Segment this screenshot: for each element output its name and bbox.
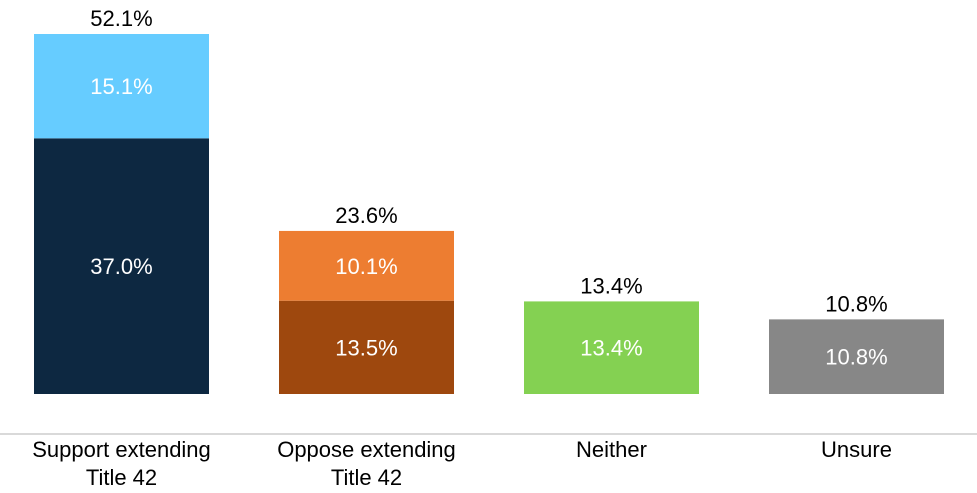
category-label: Neither xyxy=(576,437,647,462)
segment-value-label: 10.1% xyxy=(335,254,397,279)
category-label: Oppose extending xyxy=(277,437,456,462)
category-label: Support extending xyxy=(32,437,211,462)
bar-total-label: 52.1% xyxy=(90,6,152,31)
bar-segment-3-0 xyxy=(769,319,944,394)
labels-group: 37.0% 15.1% 52.1% Support extending Title 42… xyxy=(32,6,892,490)
segment-value-label: 13.4% xyxy=(580,336,642,361)
segment-value-label: 15.1% xyxy=(90,74,152,99)
segment-value-label: 10.8% xyxy=(825,345,887,370)
segment-value-label: 13.5% xyxy=(335,335,397,360)
bar-total-label: 23.6% xyxy=(335,203,397,228)
bars-group xyxy=(34,34,944,394)
bar-segment-1-0 xyxy=(279,300,454,394)
bar-segment-2-0 xyxy=(524,301,699,394)
category-label: Unsure xyxy=(821,437,892,462)
bar-segment-0-0 xyxy=(34,138,209,394)
category-label: Title 42 xyxy=(86,465,157,490)
bar-total-label: 10.8% xyxy=(825,291,887,316)
segment-value-label: 37.0% xyxy=(90,254,152,279)
bar-segment-1-1 xyxy=(279,230,454,301)
bar-segment-0-1 xyxy=(34,34,209,139)
bar-total-label: 13.4% xyxy=(580,273,642,298)
category-label: Title 42 xyxy=(331,465,402,490)
